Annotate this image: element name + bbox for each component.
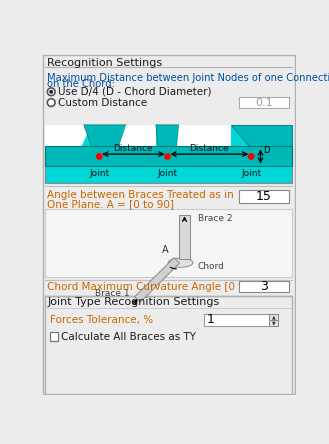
Polygon shape — [177, 125, 231, 147]
Text: Joint: Joint — [89, 169, 109, 178]
Text: 3: 3 — [260, 280, 268, 293]
Bar — [269, 314, 278, 320]
Bar — [239, 190, 289, 202]
Text: Custom Distance: Custom Distance — [58, 98, 147, 107]
Text: Distance: Distance — [190, 144, 229, 153]
Circle shape — [47, 88, 55, 95]
Text: Calculate All Braces as TY: Calculate All Braces as TY — [61, 332, 196, 341]
Circle shape — [248, 154, 254, 159]
Text: Joint: Joint — [157, 169, 178, 178]
Bar — [45, 209, 292, 277]
Text: Chord: Chord — [198, 262, 225, 271]
Ellipse shape — [168, 258, 193, 267]
Bar — [204, 314, 278, 326]
Bar — [239, 281, 289, 292]
Polygon shape — [231, 125, 292, 147]
Circle shape — [47, 99, 55, 107]
Circle shape — [96, 154, 102, 159]
Polygon shape — [156, 125, 179, 147]
Text: 0.1: 0.1 — [255, 98, 273, 107]
Text: Maximum Distance between Joint Nodes of one Connection: Maximum Distance between Joint Nodes of … — [47, 72, 329, 83]
Text: ▲: ▲ — [272, 315, 275, 320]
Text: Brace 1: Brace 1 — [95, 289, 130, 298]
Text: 15: 15 — [256, 190, 272, 203]
Bar — [239, 97, 289, 108]
Bar — [50, 333, 58, 341]
Bar — [45, 296, 292, 394]
Text: Angle between Braces Treated as in: Angle between Braces Treated as in — [47, 190, 234, 200]
Circle shape — [49, 90, 53, 94]
Text: Brace 2: Brace 2 — [198, 214, 233, 222]
Text: A: A — [162, 245, 168, 254]
Text: Joint: Joint — [241, 169, 261, 178]
Text: ▼: ▼ — [272, 321, 275, 325]
Polygon shape — [119, 125, 156, 147]
Bar — [45, 125, 292, 183]
Polygon shape — [135, 258, 180, 302]
Text: Chord Maximum Curvature Angle [0 to 15]: Chord Maximum Curvature Angle [0 to 15] — [47, 281, 270, 292]
Text: Distance: Distance — [114, 144, 153, 153]
Text: Joint Type Recognition Settings: Joint Type Recognition Settings — [47, 297, 219, 307]
Text: 1: 1 — [207, 313, 215, 326]
Text: Use D/4 (D - Chord Diameter): Use D/4 (D - Chord Diameter) — [58, 87, 212, 97]
Bar — [269, 320, 278, 326]
Text: Recognition Settings: Recognition Settings — [47, 58, 163, 67]
Polygon shape — [84, 125, 126, 147]
Text: Forces Tolerance, %: Forces Tolerance, % — [50, 315, 154, 325]
Bar — [179, 215, 190, 259]
Bar — [45, 147, 292, 166]
Text: D: D — [263, 146, 269, 155]
Circle shape — [165, 154, 170, 159]
Text: on the Chord:: on the Chord: — [47, 79, 115, 89]
Text: One Plane. A = [0 to 90]: One Plane. A = [0 to 90] — [47, 199, 174, 209]
Polygon shape — [45, 125, 91, 147]
